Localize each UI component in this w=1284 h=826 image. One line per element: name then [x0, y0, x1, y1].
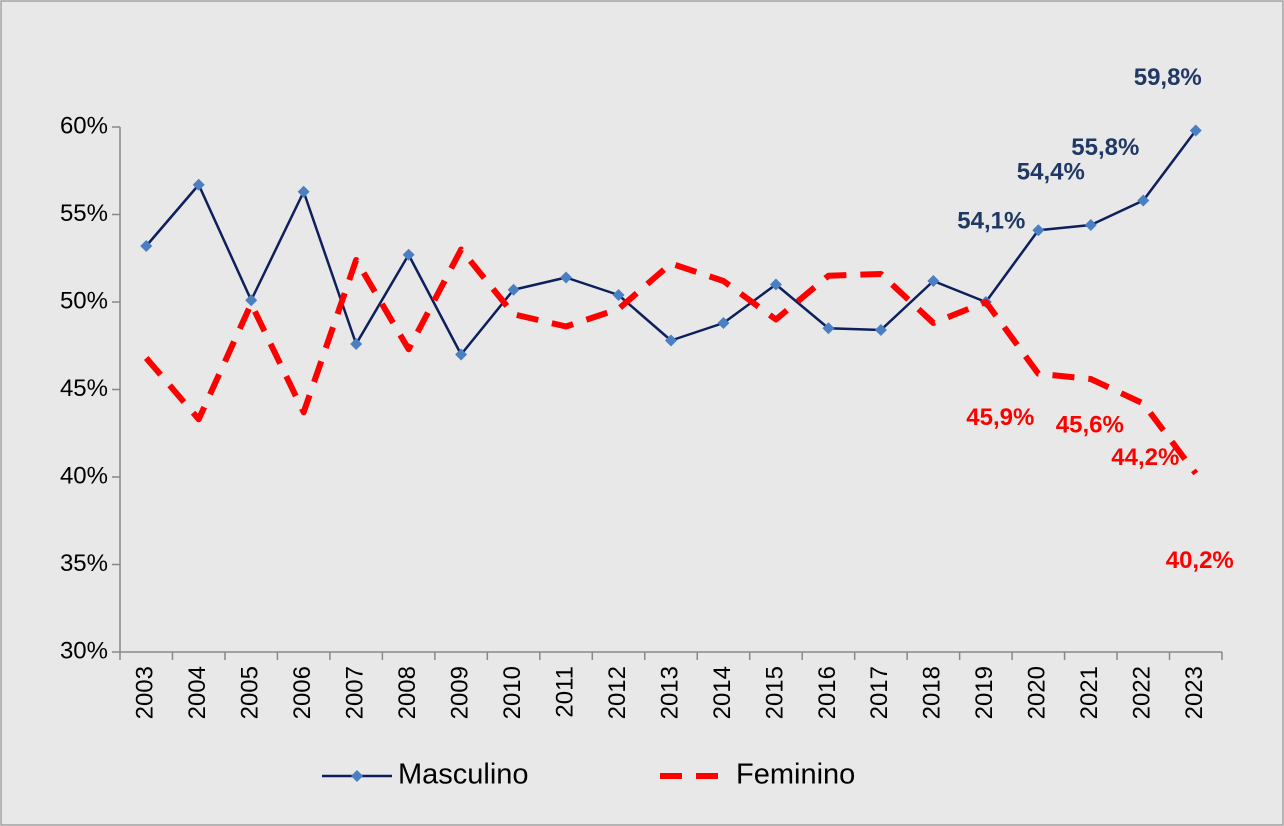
x-tick-label: 2011 [551, 666, 578, 718]
marker [192, 178, 205, 191]
marker [245, 294, 258, 307]
y-tick-label: 45% [60, 375, 108, 402]
y-tick-label: 60% [60, 112, 108, 139]
x-tick-label: 2010 [499, 666, 526, 719]
marker [297, 185, 310, 198]
y-tick-label: 35% [60, 550, 108, 577]
x-tick-label: 2020 [1024, 666, 1051, 719]
series-line [143, 246, 1199, 476]
y-tick-label: 50% [60, 287, 108, 314]
marker [822, 322, 835, 335]
data-label: 59,8% [1134, 64, 1202, 91]
data-label: 55,8% [1071, 134, 1139, 161]
x-tick-label: 2003 [132, 666, 159, 719]
x-tick-label: 2009 [446, 666, 473, 719]
data-label: 40,2% [1166, 547, 1234, 574]
marker [402, 248, 415, 261]
data-label: 45,6% [1056, 411, 1124, 438]
data-label: 54,4% [1017, 158, 1085, 185]
x-tick-label: 2022 [1129, 666, 1156, 719]
x-tick-label: 2015 [761, 666, 788, 719]
x-tick-label: 2023 [1181, 666, 1208, 719]
marker [1189, 124, 1202, 137]
marker [560, 271, 573, 284]
x-tick-label: 2008 [394, 666, 421, 719]
x-tick-label: 2016 [814, 666, 841, 719]
marker [717, 317, 730, 329]
marker [455, 348, 468, 361]
y-tick-label: 40% [60, 462, 108, 489]
data-label: 44,2% [1111, 444, 1179, 471]
legend-marker [351, 770, 363, 782]
legend-label: Masculino [398, 759, 529, 791]
x-tick-label: 2007 [341, 666, 368, 719]
x-tick-label: 2018 [919, 666, 946, 719]
x-tick-label: 2006 [289, 666, 316, 719]
marker [1084, 219, 1097, 231]
x-tick-label: 2004 [184, 666, 211, 719]
marker [927, 275, 940, 287]
x-tick-label: 2013 [656, 666, 683, 719]
legend-label: Feminino [736, 759, 855, 791]
marker [874, 324, 887, 336]
x-tick-label: 2012 [604, 666, 631, 719]
x-tick-label: 2021 [1076, 666, 1103, 719]
data-label: 45,9% [966, 404, 1034, 431]
x-tick-label: 2017 [866, 666, 893, 719]
x-tick-label: 2014 [709, 666, 736, 719]
y-tick-label: 30% [60, 637, 108, 664]
marker [507, 283, 520, 296]
marker [1032, 224, 1045, 237]
marker [665, 334, 677, 347]
marker [612, 289, 625, 301]
marker [140, 240, 153, 252]
y-tick-label: 55% [60, 200, 108, 227]
x-tick-label: 2005 [237, 666, 264, 719]
data-label: 54,1% [957, 208, 1025, 235]
marker [769, 278, 782, 291]
marker [350, 338, 363, 350]
x-tick-label: 2019 [971, 666, 998, 719]
marker [1137, 194, 1150, 207]
